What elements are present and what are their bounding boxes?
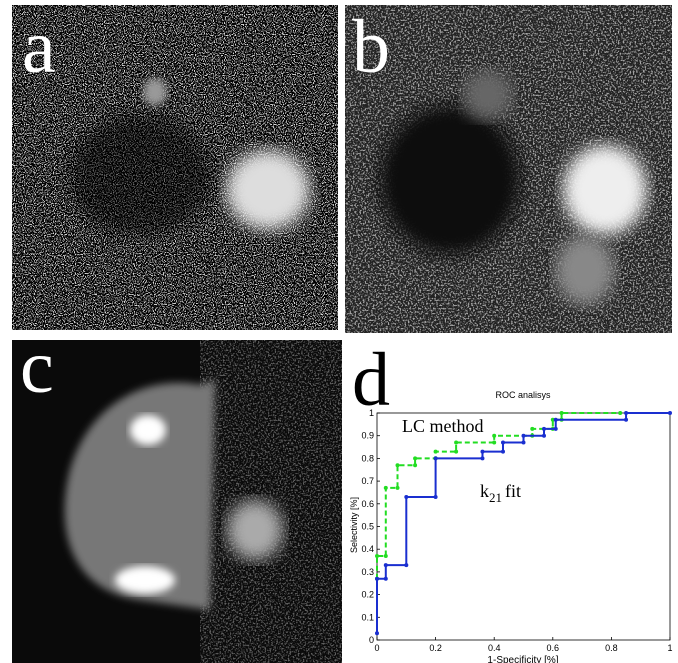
y-tick-label: 0.1	[361, 612, 374, 622]
roc-point	[554, 427, 558, 431]
roc-point	[492, 434, 496, 438]
y-tick-label: 0.2	[361, 590, 374, 600]
roc-point	[624, 411, 628, 415]
roc-point	[668, 411, 672, 415]
y-tick-label: 0.3	[361, 567, 374, 577]
y-tick-label: 0	[369, 635, 374, 645]
roc-point	[501, 441, 505, 445]
y-tick-label: 0.6	[361, 499, 374, 509]
annotation: LC method	[402, 416, 484, 436]
roc-point	[384, 486, 388, 490]
roc-point	[434, 495, 438, 499]
roc-point	[492, 441, 496, 445]
panel-a: a	[12, 5, 338, 330]
roc-point	[434, 450, 438, 454]
roc-point	[624, 418, 628, 422]
roc-point	[384, 577, 388, 581]
roc-point	[375, 554, 379, 558]
roc-point	[554, 418, 558, 422]
y-tick-label: 0.7	[361, 476, 374, 486]
roc-point	[396, 486, 400, 490]
panel-label: b	[352, 5, 390, 89]
panel-c: c	[12, 325, 342, 663]
roc-point	[530, 427, 534, 431]
roc-point	[454, 450, 458, 454]
roc-point	[522, 434, 526, 438]
x-tick-label: 0.8	[605, 643, 618, 653]
x-tick-label: 1	[667, 643, 672, 653]
annotation: 21	[489, 490, 502, 505]
roc-point	[542, 427, 546, 431]
x-tick-label: 0.4	[488, 643, 501, 653]
roc-line	[377, 413, 670, 633]
roc-chart: d ROC analisys Selectivity [%] 1-Specifi…	[349, 338, 673, 663]
roc-point	[384, 563, 388, 567]
annotation: k	[480, 481, 489, 501]
roc-point	[375, 631, 379, 635]
roc-point	[480, 450, 484, 454]
y-tick-label: 1	[369, 408, 374, 418]
roc-point	[501, 450, 505, 454]
roc-point	[384, 554, 388, 558]
roc-point	[413, 463, 417, 467]
roc-point	[375, 577, 379, 581]
y-axis-label: Selectivity [%]	[349, 497, 359, 553]
x-tick-label: 0	[374, 643, 379, 653]
roc-point	[413, 456, 417, 460]
roc-point	[480, 456, 484, 460]
y-tick-label: 0.9	[361, 431, 374, 441]
y-tick-label: 0.4	[361, 544, 374, 554]
roc-point	[542, 434, 546, 438]
annotation: fit	[505, 481, 521, 501]
figure: a b c d ROC analisys Selectivity [%] 1-S…	[0, 0, 678, 663]
x-axis-label: 1-Specificity [%]	[487, 655, 558, 663]
x-tick-label: 0.6	[547, 643, 560, 653]
roc-point	[404, 495, 408, 499]
roc-point	[434, 456, 438, 460]
panel-b: b	[345, 5, 672, 333]
roc-point	[560, 411, 564, 415]
y-tick-label: 0.8	[361, 453, 374, 463]
panel-label: a	[22, 5, 56, 89]
plot-area	[377, 413, 670, 640]
roc-point	[618, 411, 622, 415]
roc-point	[396, 463, 400, 467]
roc-point	[404, 563, 408, 567]
roc-point	[522, 441, 526, 445]
roc-point	[454, 441, 458, 445]
x-tick-label: 0.2	[429, 643, 442, 653]
chart-title: ROC analisys	[495, 390, 551, 400]
panel-label: c	[20, 325, 54, 409]
y-tick-label: 0.5	[361, 522, 374, 532]
